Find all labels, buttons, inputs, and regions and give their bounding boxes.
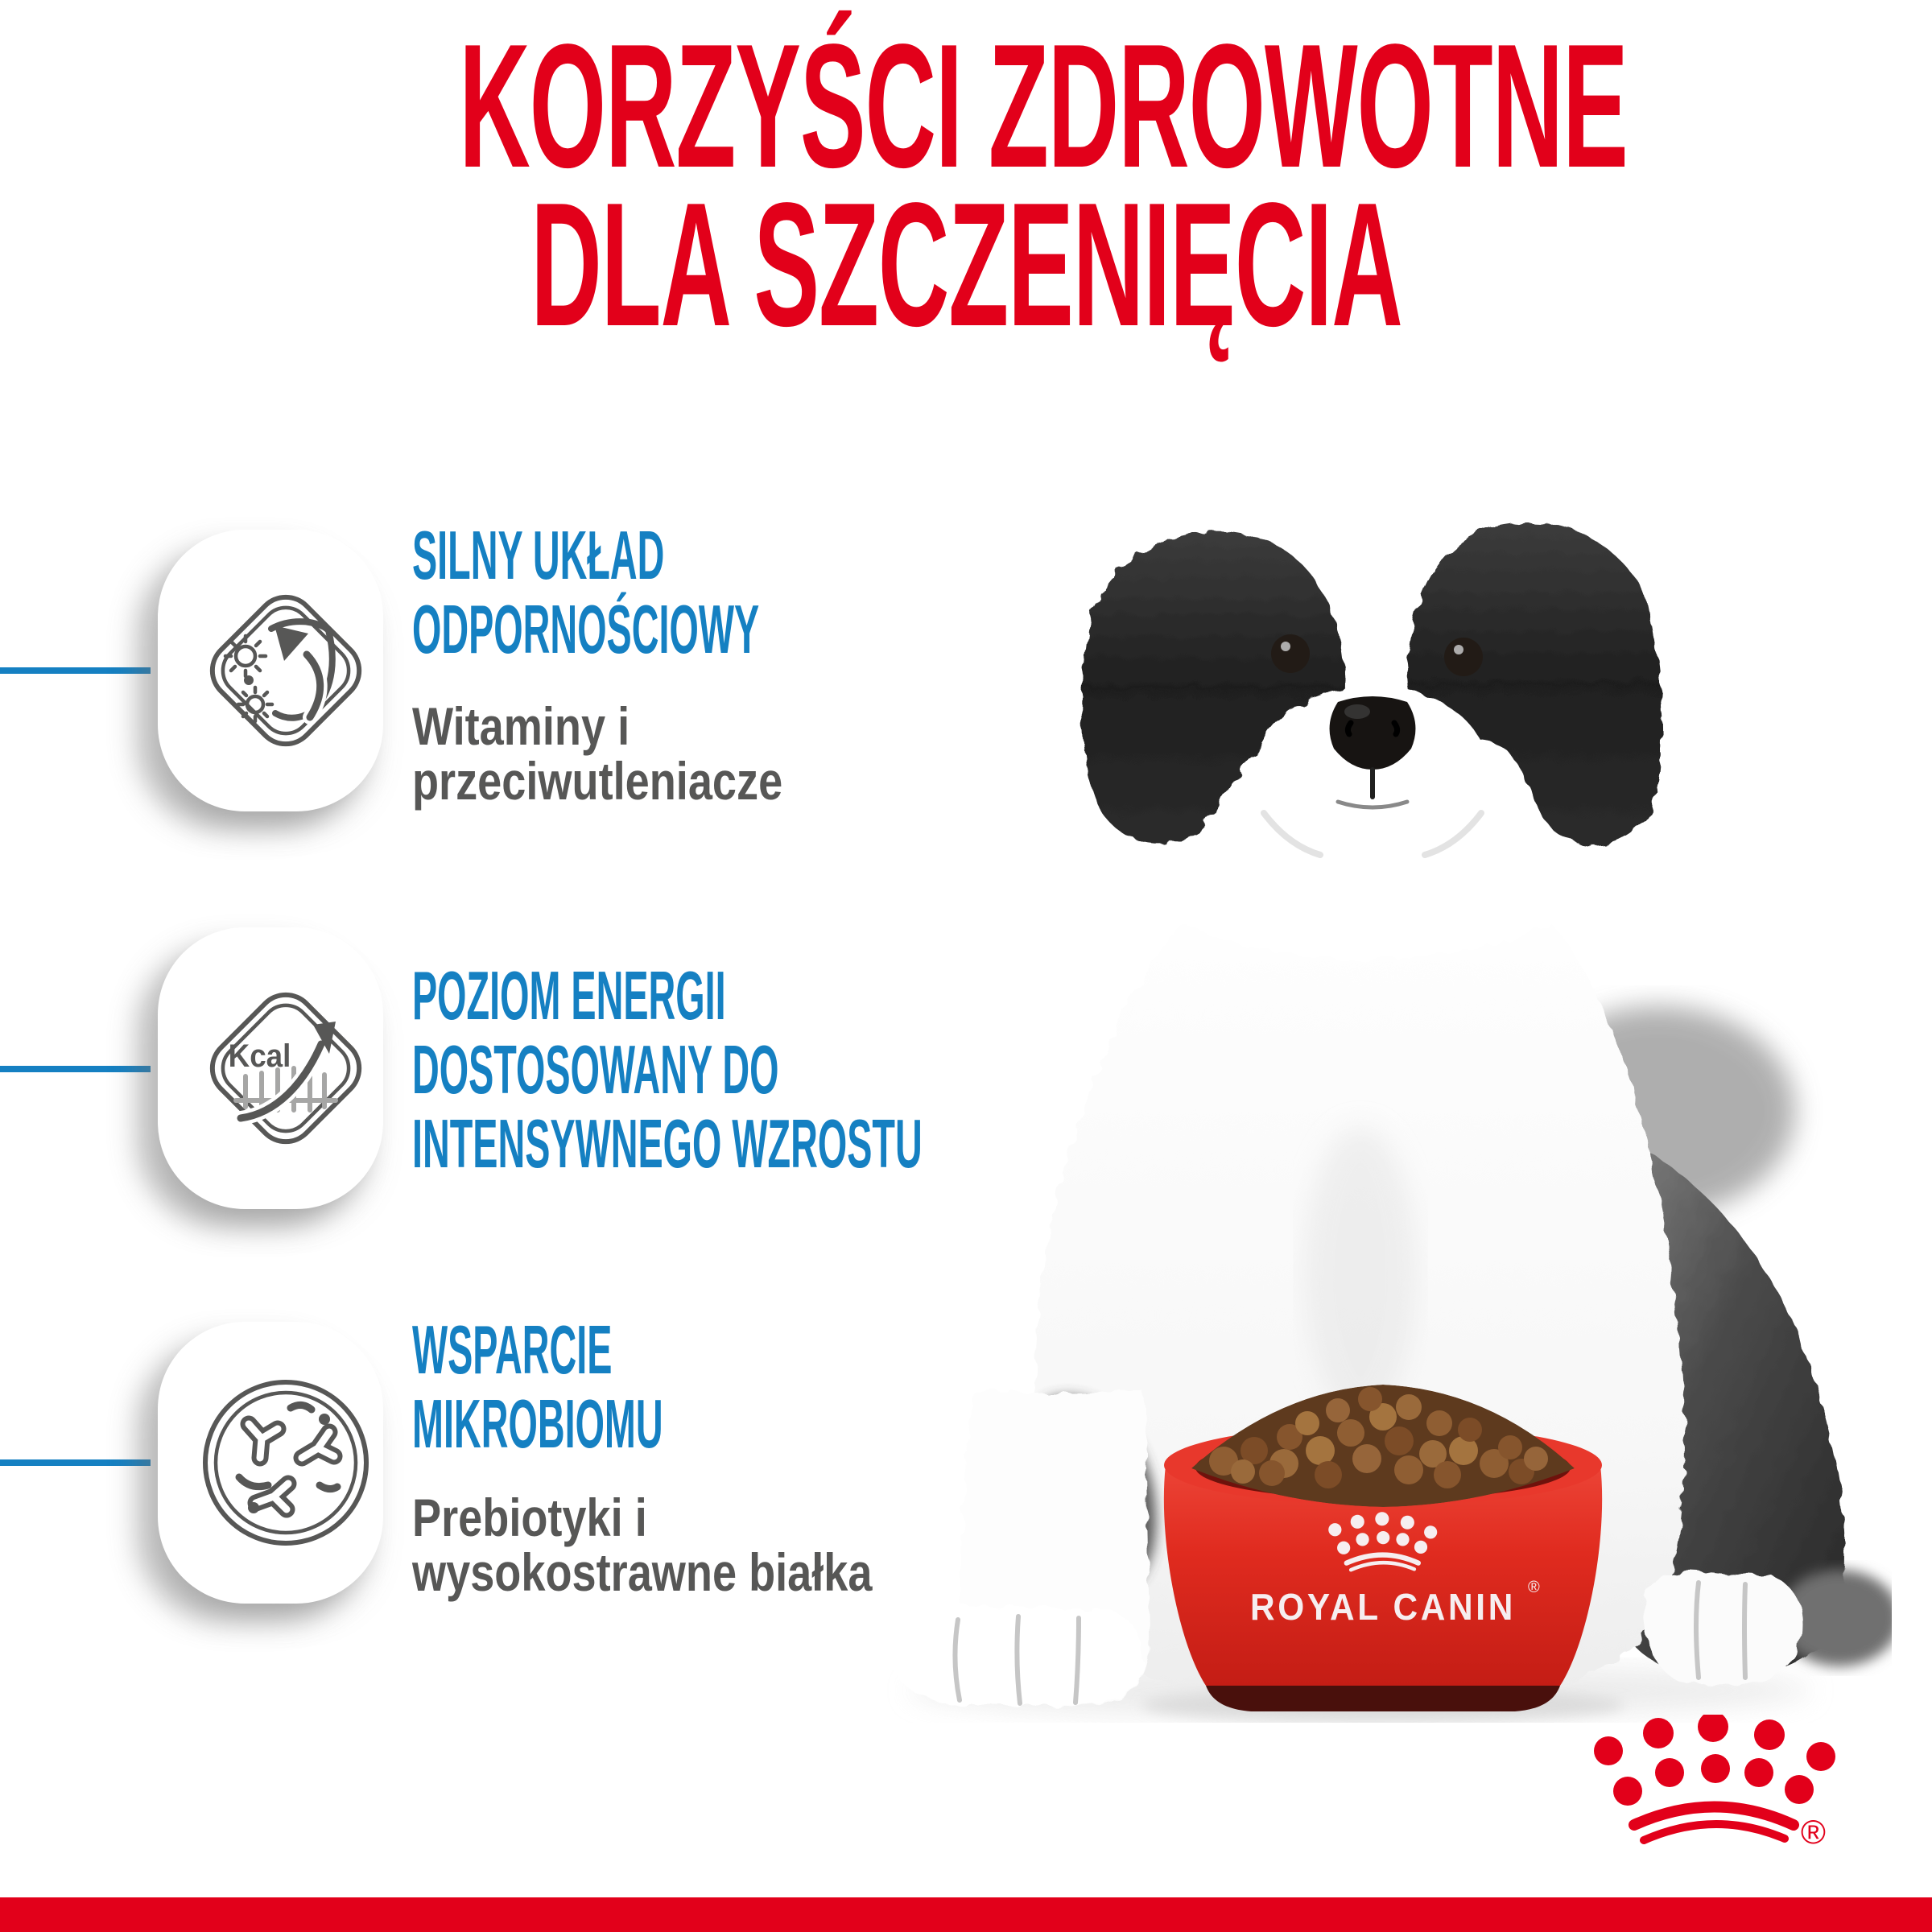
benefit-3-subtitle-line: wysokostrawne białka xyxy=(412,1542,873,1602)
puppy-left-ear xyxy=(1082,531,1346,844)
benefit-3-subtitle: Prebiotyki i wysokostrawne białka xyxy=(412,1490,973,1600)
kcal-label: Kcal xyxy=(229,1038,291,1075)
benefit-2-icon-card xyxy=(158,927,383,1209)
benefit-1-subtitle-line: przeciwutleniacze xyxy=(412,751,783,811)
puppy-nose xyxy=(1329,696,1416,770)
puppy-right-ear xyxy=(1406,523,1662,844)
bowl-brand-text: ROYAL CANIN xyxy=(1250,1586,1516,1628)
headline-line-2: DLA SZCZENIĘCIA xyxy=(530,167,1403,363)
benefit-3-subtitle-line: Prebiotyki i xyxy=(412,1488,647,1547)
puppy-eyes xyxy=(1271,634,1483,676)
royal-canin-bowl: ROYAL CANIN ® xyxy=(1163,1385,1603,1711)
benefit-1-title-line: ODPORNOŚCIOWY xyxy=(412,592,760,668)
benefit-1-connector-line xyxy=(0,667,151,674)
benefit-2-title: POZIOM ENERGII DOSTOSOWANY DO INTENSYWNE… xyxy=(412,960,1340,1182)
headline-line-1: KORZYŚCI ZDROWOTNE xyxy=(459,8,1629,204)
royal-canin-crown-logo: ® xyxy=(1590,1715,1864,1851)
benefit-1-title: SILNY UKŁAD ODPORNOŚCIOWY xyxy=(412,519,1043,667)
kcal-growth-icon: Kcal xyxy=(209,992,362,1145)
logo-trademark: ® xyxy=(1801,1813,1826,1851)
st-bernard-puppy-photo: ROYAL CANIN ® xyxy=(890,501,1892,1723)
benefit-2-title-line: DOSTOSOWANY DO xyxy=(412,1032,779,1108)
benefit-2-title-line: INTENSYWNEGO WZROSTU xyxy=(412,1106,923,1183)
benefit-3-connector-line xyxy=(0,1459,151,1466)
benefit-1-title-line: SILNY UKŁAD xyxy=(412,518,665,594)
benefit-2-connector-line xyxy=(0,1066,151,1072)
immune-shield-icon xyxy=(209,594,362,747)
microbiome-icon xyxy=(203,1380,369,1546)
benefit-3-title: WSPARCIE MIKROBIOMU xyxy=(412,1314,869,1462)
benefit-3-title-line: WSPARCIE xyxy=(412,1312,613,1389)
bottom-brand-bar xyxy=(0,1897,1932,1932)
benefit-1-icon-card xyxy=(158,530,383,811)
benefit-1-subtitle: Witaminy i przeciwutleniacze xyxy=(412,699,864,808)
puppy-right-paw xyxy=(1643,1571,1802,1685)
kibble xyxy=(1191,1385,1575,1507)
headline: KORZYŚCI ZDROWOTNE DLA SZCZENIĘCIA xyxy=(0,8,1932,363)
bowl-brand-trademark: ® xyxy=(1528,1579,1540,1596)
benefit-3-icon-card xyxy=(158,1322,383,1604)
benefit-2-title-line: POZIOM ENERGII xyxy=(412,958,726,1034)
puppy-head xyxy=(1082,501,1662,960)
benefit-1-subtitle-line: Witaminy i xyxy=(412,696,630,756)
benefit-3-title-line: MIKROBIOMU xyxy=(412,1386,663,1463)
